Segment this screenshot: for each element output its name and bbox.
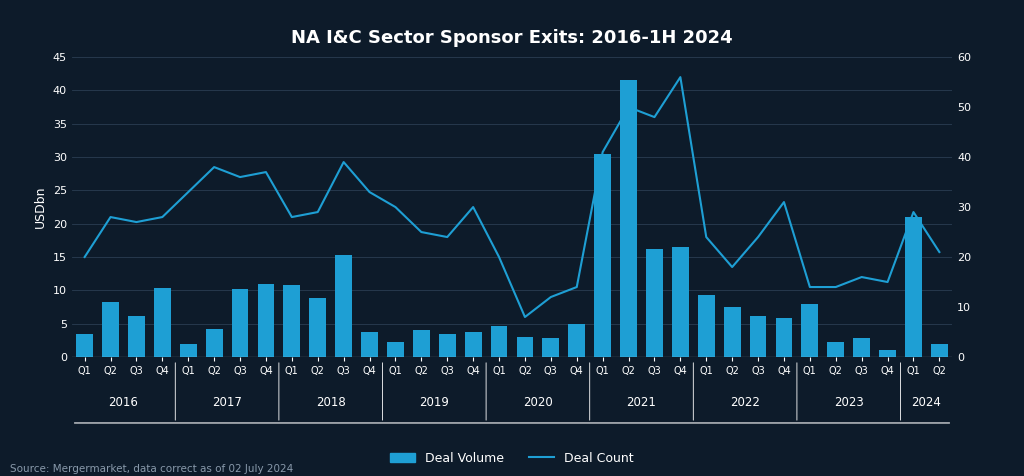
Bar [490, 326, 508, 357]
Y-axis label: USDbn: USDbn [34, 186, 47, 228]
Text: 2017: 2017 [212, 396, 242, 409]
Bar [853, 338, 870, 357]
Bar [206, 329, 222, 357]
Bar [154, 288, 171, 357]
Bar [568, 324, 585, 357]
Text: 2019: 2019 [420, 396, 450, 409]
Bar [905, 217, 922, 357]
Bar [231, 289, 249, 357]
Text: 2022: 2022 [730, 396, 760, 409]
Bar [309, 298, 327, 357]
Bar [413, 330, 430, 357]
Legend: Deal Volume, Deal Count: Deal Volume, Deal Count [385, 447, 639, 470]
Bar [646, 249, 663, 357]
Bar [361, 332, 378, 357]
Bar [102, 302, 119, 357]
Bar [180, 344, 197, 357]
Text: 2023: 2023 [834, 396, 863, 409]
Title: NA I&C Sector Sponsor Exits: 2016-1H 2024: NA I&C Sector Sponsor Exits: 2016-1H 202… [291, 29, 733, 47]
Text: 2016: 2016 [109, 396, 138, 409]
Bar [775, 318, 793, 357]
Text: 2018: 2018 [315, 396, 345, 409]
Bar [543, 338, 559, 357]
Text: 2024: 2024 [911, 396, 941, 409]
Bar [697, 295, 715, 357]
Bar [516, 337, 534, 357]
Bar [439, 334, 456, 357]
Bar [594, 154, 611, 357]
Bar [387, 342, 403, 357]
Bar [76, 334, 93, 357]
Bar [880, 350, 896, 357]
Text: 2021: 2021 [627, 396, 656, 409]
Bar [257, 284, 274, 357]
Bar [335, 255, 352, 357]
Bar [827, 342, 844, 357]
Bar [128, 316, 144, 357]
Bar [465, 332, 481, 357]
Bar [750, 316, 767, 357]
Bar [672, 247, 689, 357]
Text: 2020: 2020 [523, 396, 553, 409]
Text: Source: Mergermarket, data correct as of 02 July 2024: Source: Mergermarket, data correct as of… [10, 464, 294, 474]
Bar [724, 307, 740, 357]
Bar [621, 80, 637, 357]
Bar [284, 285, 300, 357]
Bar [931, 344, 948, 357]
Bar [802, 304, 818, 357]
